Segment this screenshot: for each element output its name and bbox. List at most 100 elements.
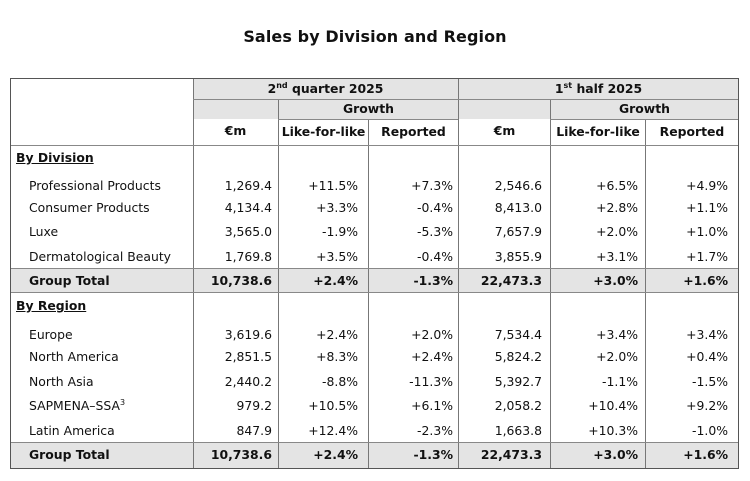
value-cell: +7.3% bbox=[411, 178, 453, 193]
value-cell: -0.4% bbox=[417, 249, 453, 264]
value-cell: 5,392.7 bbox=[494, 374, 542, 389]
value-cell: -1.5% bbox=[692, 374, 728, 389]
value-cell: 1,663.8 bbox=[494, 423, 542, 438]
row-label: SAPMENA–SSA3 bbox=[29, 398, 126, 413]
value-cell: 2,058.2 bbox=[494, 398, 542, 413]
col-divider bbox=[368, 119, 369, 468]
col-divider bbox=[645, 119, 646, 468]
value-cell: +8.3% bbox=[316, 349, 358, 364]
value-cell: +1.7% bbox=[686, 249, 728, 264]
region-total-band bbox=[11, 442, 738, 468]
value-cell: +3.0% bbox=[593, 447, 638, 462]
value-cell: +3.4% bbox=[686, 327, 728, 342]
value-cell: +3.1% bbox=[596, 249, 638, 264]
value-cell: +3.4% bbox=[596, 327, 638, 342]
value-cell: -1.0% bbox=[692, 423, 728, 438]
value-cell: +0.4% bbox=[686, 349, 728, 364]
value-cell: +1.0% bbox=[686, 224, 728, 239]
header-q2-2025: 2nd quarter 2025 bbox=[267, 81, 384, 96]
value-cell: +2.4% bbox=[313, 447, 358, 462]
value-cell: 8,413.0 bbox=[494, 200, 542, 215]
row-label: Europe bbox=[29, 327, 73, 342]
row-divider bbox=[11, 268, 738, 269]
value-cell: +2.4% bbox=[313, 273, 358, 288]
value-cell: +10.5% bbox=[308, 398, 358, 413]
header-reported-q2: Reported bbox=[381, 124, 446, 139]
value-cell: +9.2% bbox=[686, 398, 728, 413]
value-cell: +1.6% bbox=[683, 273, 728, 288]
value-cell: 2,851.5 bbox=[224, 349, 272, 364]
value-cell: +2.0% bbox=[411, 327, 453, 342]
value-cell: 1,269.4 bbox=[224, 178, 272, 193]
value-cell: +4.9% bbox=[686, 178, 728, 193]
value-cell: 4,134.4 bbox=[224, 200, 272, 215]
row-divider bbox=[550, 119, 738, 120]
value-cell: 847.9 bbox=[236, 423, 272, 438]
page-title: Sales by Division and Region bbox=[243, 27, 507, 46]
value-cell: 10,738.6 bbox=[210, 273, 272, 288]
value-cell: +2.4% bbox=[316, 327, 358, 342]
header-reported-h1: Reported bbox=[659, 124, 725, 139]
value-cell: +1.6% bbox=[683, 447, 728, 462]
value-cell: +6.5% bbox=[596, 178, 638, 193]
value-cell: 2,440.2 bbox=[224, 374, 272, 389]
value-cell: +6.1% bbox=[411, 398, 453, 413]
value-cell: +3.0% bbox=[593, 273, 638, 288]
row-divider bbox=[11, 145, 738, 146]
col-divider bbox=[550, 100, 551, 468]
header-em-q2: €m bbox=[224, 123, 247, 138]
value-cell: 2,546.6 bbox=[494, 178, 542, 193]
value-cell: -2.3% bbox=[417, 423, 453, 438]
value-cell: -1.3% bbox=[413, 273, 453, 288]
row-divider bbox=[11, 292, 738, 293]
row-label: Dermatological Beauty bbox=[29, 249, 172, 264]
row-label: Professional Products bbox=[29, 178, 161, 193]
value-cell: 10,738.6 bbox=[210, 447, 272, 462]
value-cell: +10.4% bbox=[588, 398, 638, 413]
row-label: Latin America bbox=[29, 423, 115, 438]
header-growth-q2: Growth bbox=[343, 101, 394, 116]
value-cell: -8.8% bbox=[322, 374, 358, 389]
value-cell: +2.8% bbox=[596, 200, 638, 215]
sales-table: 2nd quarter 2025 1st half 2025 Growth Gr… bbox=[10, 78, 739, 469]
col-divider bbox=[278, 100, 279, 468]
value-cell: -1.1% bbox=[602, 374, 638, 389]
value-cell: +2.0% bbox=[596, 224, 638, 239]
section-heading-division: By Division bbox=[16, 150, 94, 165]
header-growth-h1: Growth bbox=[619, 101, 670, 116]
value-cell: +3.5% bbox=[316, 249, 358, 264]
value-cell: +1.1% bbox=[686, 200, 728, 215]
value-cell: +2.4% bbox=[411, 349, 453, 364]
header-lfl-h1: Like-for-like bbox=[556, 124, 640, 139]
value-cell: 5,824.2 bbox=[494, 349, 542, 364]
value-cell: 7,657.9 bbox=[494, 224, 542, 239]
value-cell: -5.3% bbox=[417, 224, 453, 239]
value-cell: +2.0% bbox=[596, 349, 638, 364]
row-divider bbox=[278, 119, 458, 120]
row-label: Consumer Products bbox=[29, 200, 150, 215]
value-cell: 3,855.9 bbox=[494, 249, 542, 264]
row-label: Group Total bbox=[29, 447, 110, 462]
header-lfl-q2: Like-for-like bbox=[281, 124, 366, 139]
value-cell: 3,619.6 bbox=[224, 327, 272, 342]
value-cell: -11.3% bbox=[409, 374, 453, 389]
value-cell: +3.3% bbox=[316, 200, 358, 215]
row-label: Luxe bbox=[29, 224, 59, 239]
row-label: North Asia bbox=[29, 374, 94, 389]
row-divider bbox=[11, 442, 738, 443]
col-divider bbox=[458, 79, 459, 468]
col-divider bbox=[193, 79, 194, 468]
value-cell: -1.3% bbox=[413, 447, 453, 462]
value-cell: 1,769.8 bbox=[224, 249, 272, 264]
row-label: Group Total bbox=[29, 273, 110, 288]
value-cell: +11.5% bbox=[308, 178, 358, 193]
section-heading-region: By Region bbox=[16, 298, 87, 313]
value-cell: -1.9% bbox=[322, 224, 358, 239]
row-label: North America bbox=[29, 349, 119, 364]
value-cell: -0.4% bbox=[417, 200, 453, 215]
value-cell: 979.2 bbox=[236, 398, 272, 413]
value-cell: +10.3% bbox=[588, 423, 638, 438]
value-cell: 22,473.3 bbox=[480, 273, 542, 288]
value-cell: +12.4% bbox=[308, 423, 358, 438]
header-em-h1: €m bbox=[493, 123, 516, 138]
